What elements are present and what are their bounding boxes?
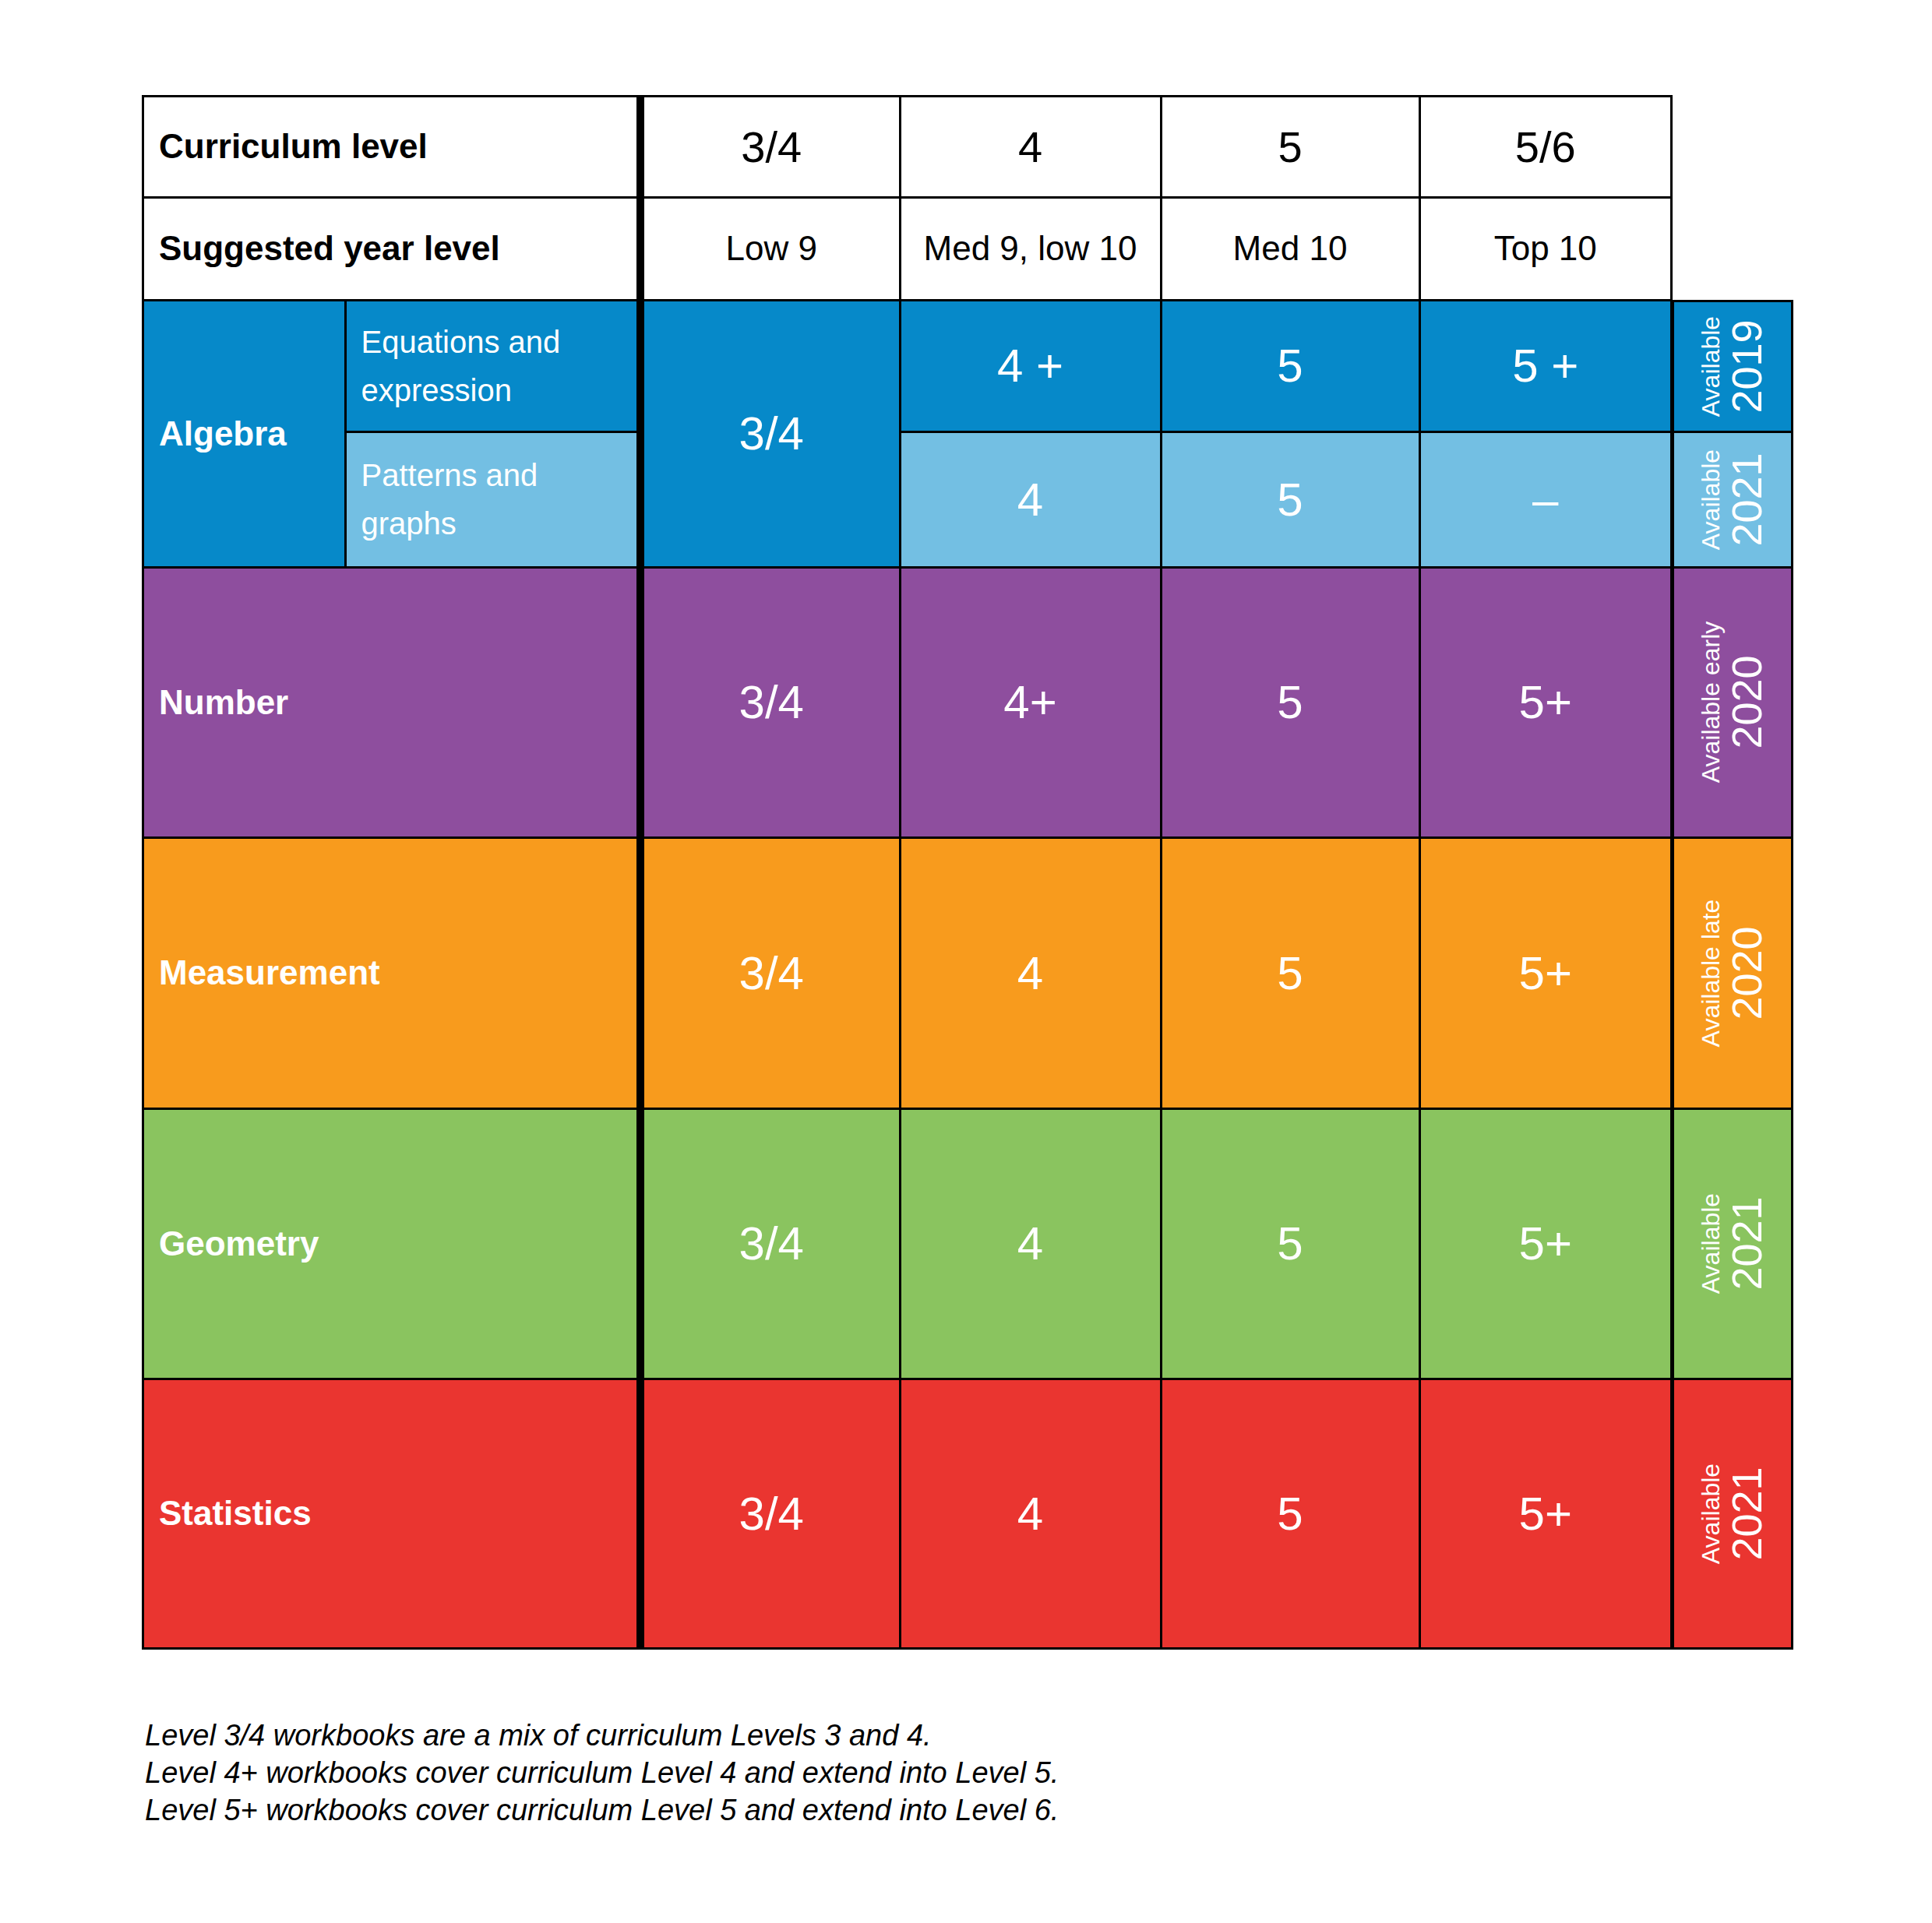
row-label-algebra: Algebra [144,301,344,566]
row-label-geometry: Geometry [144,1110,636,1378]
avail-measurement-word: Available late [1697,899,1726,1047]
avail-equations-word: Available [1697,316,1726,417]
footnote-1: Level 3/4 workbooks are a mix of curricu… [145,1717,1059,1754]
row-label-statistics: Statistics [144,1380,636,1648]
header-level-56: 5/6 [1421,97,1671,196]
avail-number: Available early2020 [1674,569,1792,836]
footnotes: Level 3/4 workbooks are a mix of curricu… [145,1717,1059,1829]
avail-equations: Available2019 [1674,302,1792,431]
header-year-med9: Med 9, low 10 [901,199,1160,299]
avail-patterns-word: Available [1697,449,1726,549]
avail-patterns-year: 2021 [1726,449,1768,549]
cell-algebra-low9: 3/4 [644,301,899,566]
cell-number-med10: 5 [1162,569,1419,836]
avail-measurement-year: 2020 [1726,899,1768,1047]
avail-statistics-year: 2021 [1726,1463,1768,1564]
cell-patterns-med10: 5 [1162,433,1419,566]
header-curriculum-level-label: Curriculum level [144,97,636,196]
availability-column: Available2019 Available2021 Available ea… [1673,300,1793,1650]
avail-geometry-word: Available [1697,1193,1726,1294]
avail-number-word: Available early [1697,622,1726,784]
cell-measurement-med9: 4 [901,839,1160,1108]
sublabel-patterns: Patterns and graphs [347,433,637,566]
page: Curriculum level 3/4 4 5 5/6 Suggested y… [0,0,1932,1923]
row-label-number: Number [144,569,636,836]
header-year-top10: Top 10 [1421,199,1671,299]
row-label-measurement: Measurement [144,839,636,1108]
cell-measurement-low9: 3/4 [644,839,899,1108]
header-level-4: 4 [901,97,1160,196]
cell-number-med9: 4+ [901,569,1160,836]
header-level-5: 5 [1162,97,1419,196]
footnote-2: Level 4+ workbooks cover curriculum Leve… [145,1754,1059,1791]
header-year-med10: Med 10 [1162,199,1419,299]
footnote-3: Level 5+ workbooks cover curriculum Leve… [145,1791,1059,1829]
cell-geometry-top10: 5+ [1421,1110,1671,1378]
avail-measurement: Available late2020 [1674,839,1792,1108]
avail-geometry-year: 2021 [1726,1193,1768,1294]
cell-equations-top10: 5 + [1421,301,1671,431]
cell-statistics-med10: 5 [1162,1380,1419,1648]
cell-measurement-med10: 5 [1162,839,1419,1108]
avail-equations-year: 2019 [1726,316,1768,417]
header-year-level-label: Suggested year level [144,199,636,299]
cell-number-low9: 3/4 [644,569,899,836]
cell-patterns-top10: – [1421,433,1671,566]
curriculum-table: Curriculum level 3/4 4 5 5/6 Suggested y… [142,95,1673,1650]
sublabel-equations: Equations and expression [347,301,637,431]
avail-number-year: 2020 [1726,622,1768,784]
cell-statistics-low9: 3/4 [644,1380,899,1648]
cell-equations-med9: 4 + [901,301,1160,431]
cell-patterns-med9: 4 [901,433,1160,566]
cell-number-top10: 5+ [1421,569,1671,836]
cell-statistics-med9: 4 [901,1380,1160,1648]
avail-geometry: Available2021 [1674,1110,1792,1378]
cell-geometry-low9: 3/4 [644,1110,899,1378]
cell-measurement-top10: 5+ [1421,839,1671,1108]
cell-geometry-med9: 4 [901,1110,1160,1378]
avail-patterns: Available2021 [1674,433,1792,566]
cell-equations-med10: 5 [1162,301,1419,431]
avail-statistics-word: Available [1697,1463,1726,1564]
cell-statistics-top10: 5+ [1421,1380,1671,1648]
header-year-low9: Low 9 [644,199,899,299]
header-level-34: 3/4 [644,97,899,196]
avail-statistics: Available2021 [1674,1380,1792,1648]
cell-geometry-med10: 5 [1162,1110,1419,1378]
